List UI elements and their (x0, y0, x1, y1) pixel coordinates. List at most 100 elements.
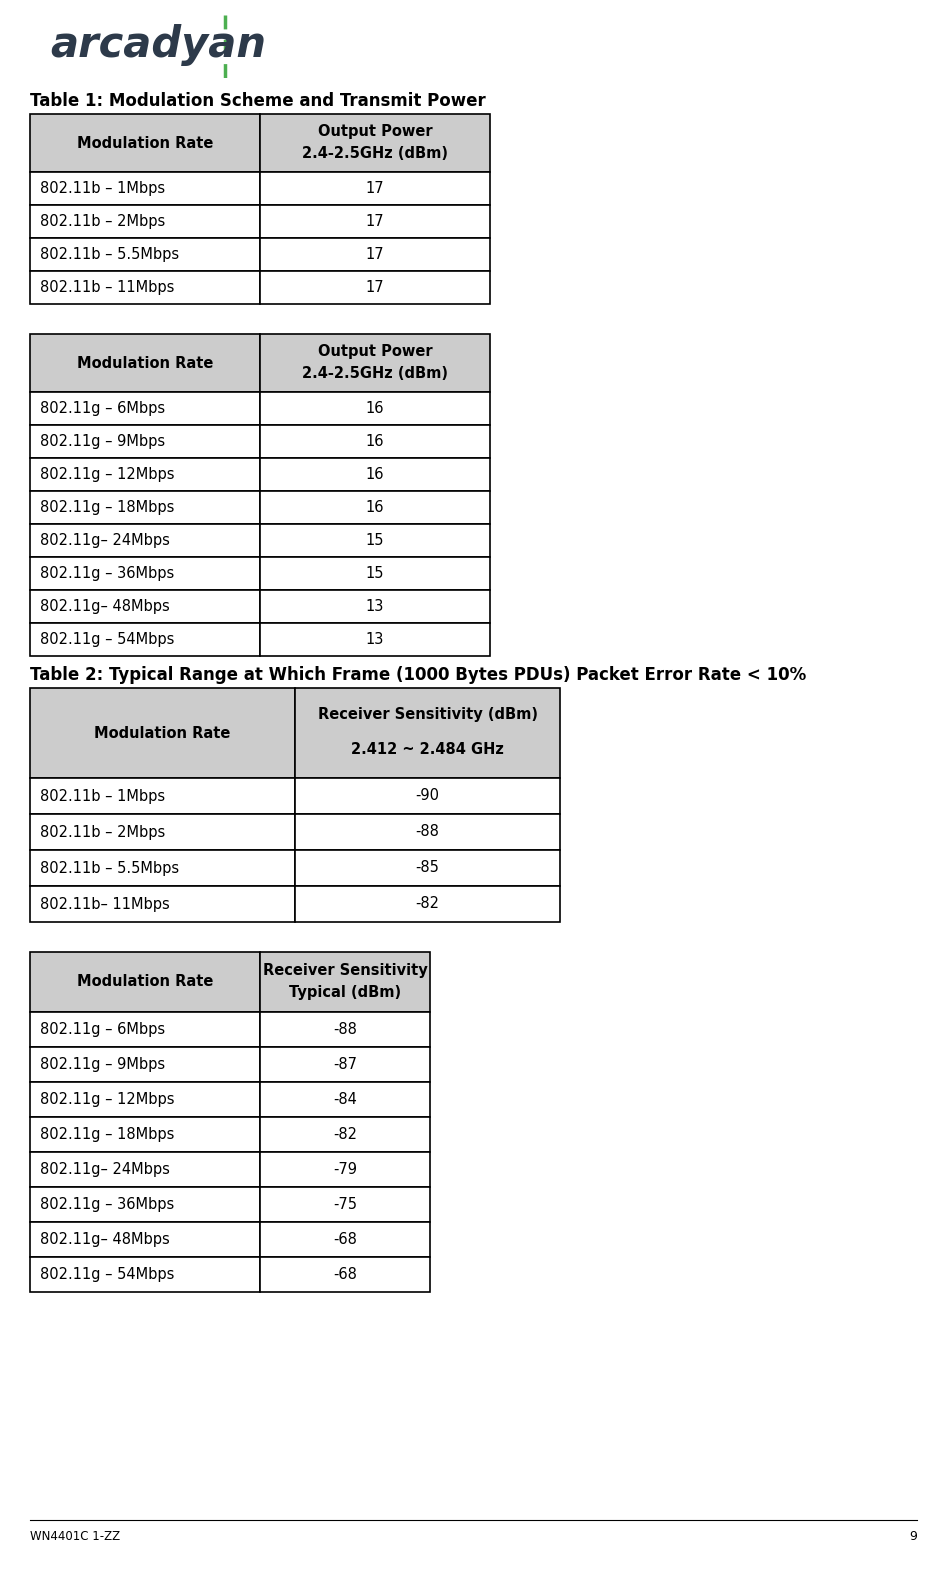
Text: Receiver Sensitivity: Receiver Sensitivity (262, 962, 427, 978)
Text: 2.412 ~ 2.484 GHz: 2.412 ~ 2.484 GHz (351, 742, 504, 756)
Bar (30, 424, 260, 457)
Text: 17: 17 (366, 280, 384, 296)
Text: -85: -85 (416, 860, 439, 876)
Bar (260, 523, 490, 556)
Text: Modulation Rate: Modulation Rate (77, 135, 213, 151)
Bar (30, 1221, 260, 1258)
Bar (260, 1082, 430, 1118)
Bar (30, 1258, 260, 1292)
Bar (295, 689, 560, 778)
Bar (30, 270, 260, 303)
Bar (260, 1012, 430, 1047)
Text: 802.11g – 18Mbps: 802.11g – 18Mbps (40, 1127, 174, 1141)
Text: -84: -84 (333, 1093, 357, 1107)
Text: 802.11b – 5.5Mbps: 802.11b – 5.5Mbps (40, 247, 179, 263)
Bar (30, 115, 260, 171)
Bar (260, 391, 490, 424)
Bar (260, 1258, 430, 1292)
Bar (260, 171, 490, 204)
Text: 802.11b– 11Mbps: 802.11b– 11Mbps (40, 896, 170, 912)
Text: -75: -75 (333, 1196, 357, 1212)
Text: 2.4-2.5GHz (dBm): 2.4-2.5GHz (dBm) (302, 366, 448, 380)
Text: Output Power: Output Power (317, 124, 433, 138)
Text: 15: 15 (366, 533, 384, 549)
Text: 17: 17 (366, 247, 384, 263)
Text: 802.11b – 2Mbps: 802.11b – 2Mbps (40, 824, 165, 839)
Text: -79: -79 (333, 1162, 357, 1177)
Text: 802.11b – 11Mbps: 802.11b – 11Mbps (40, 280, 174, 296)
Bar (30, 689, 295, 778)
Bar (30, 523, 260, 556)
Text: Table 1: Modulation Scheme and Transmit Power: Table 1: Modulation Scheme and Transmit … (30, 93, 486, 110)
Text: -82: -82 (416, 896, 439, 912)
Bar (30, 778, 295, 814)
Bar (295, 850, 560, 887)
Bar (30, 457, 260, 490)
Bar (30, 953, 260, 1012)
Text: 13: 13 (366, 632, 384, 648)
Bar (260, 1221, 430, 1258)
Text: -88: -88 (416, 824, 439, 839)
Text: 802.11g – 9Mbps: 802.11g – 9Mbps (40, 434, 165, 450)
Text: 17: 17 (366, 181, 384, 196)
Text: 16: 16 (366, 500, 384, 516)
Bar (30, 814, 295, 850)
Bar (260, 270, 490, 303)
Bar (30, 391, 260, 424)
Bar (260, 556, 490, 590)
Text: 802.11g – 6Mbps: 802.11g – 6Mbps (40, 1022, 165, 1038)
Text: 802.11g– 24Mbps: 802.11g– 24Mbps (40, 1162, 170, 1177)
Text: Typical (dBm): Typical (dBm) (289, 986, 402, 1000)
Text: 16: 16 (366, 401, 384, 417)
Text: 802.11b – 2Mbps: 802.11b – 2Mbps (40, 214, 165, 230)
Bar (295, 814, 560, 850)
Text: 802.11g– 24Mbps: 802.11g– 24Mbps (40, 533, 170, 549)
Text: 802.11b – 5.5Mbps: 802.11b – 5.5Mbps (40, 860, 179, 876)
Text: 2.4-2.5GHz (dBm): 2.4-2.5GHz (dBm) (302, 146, 448, 160)
Text: -68: -68 (333, 1267, 357, 1283)
Text: 17: 17 (366, 214, 384, 230)
Text: 16: 16 (366, 434, 384, 450)
Text: 802.11g – 54Mbps: 802.11g – 54Mbps (40, 632, 174, 648)
Bar (260, 1118, 430, 1152)
Text: 802.11b – 1Mbps: 802.11b – 1Mbps (40, 789, 165, 803)
Bar (30, 171, 260, 204)
Text: Modulation Rate: Modulation Rate (95, 726, 231, 740)
Bar (30, 204, 260, 237)
Bar (260, 490, 490, 523)
Text: 9: 9 (909, 1530, 917, 1544)
Text: Table 2: Typical Range at Which Frame (1000 Bytes PDUs) Packet Error Rate < 10%: Table 2: Typical Range at Which Frame (1… (30, 667, 806, 684)
Bar (30, 1187, 260, 1221)
Text: 802.11g – 6Mbps: 802.11g – 6Mbps (40, 401, 165, 417)
Text: 802.11g – 54Mbps: 802.11g – 54Mbps (40, 1267, 174, 1283)
Bar (30, 850, 295, 887)
Bar (260, 1187, 430, 1221)
Bar (30, 1012, 260, 1047)
Text: -68: -68 (333, 1232, 357, 1247)
Text: 802.11g – 18Mbps: 802.11g – 18Mbps (40, 500, 174, 516)
Bar (30, 490, 260, 523)
Bar (30, 1082, 260, 1118)
Bar (30, 237, 260, 270)
Text: Receiver Sensitivity (dBm): Receiver Sensitivity (dBm) (317, 707, 538, 723)
Text: Modulation Rate: Modulation Rate (77, 355, 213, 371)
Bar (260, 237, 490, 270)
Bar (30, 1118, 260, 1152)
Text: 802.11b – 1Mbps: 802.11b – 1Mbps (40, 181, 165, 196)
Text: 802.11g – 12Mbps: 802.11g – 12Mbps (40, 1093, 174, 1107)
Bar (260, 623, 490, 656)
Text: -88: -88 (333, 1022, 357, 1038)
Bar (260, 457, 490, 490)
Text: WN4401C 1-ZZ: WN4401C 1-ZZ (30, 1530, 120, 1544)
Text: -90: -90 (416, 789, 439, 803)
Bar (30, 623, 260, 656)
Bar (30, 333, 260, 391)
Bar (295, 778, 560, 814)
Bar (30, 556, 260, 590)
Bar (260, 953, 430, 1012)
Text: 15: 15 (366, 566, 384, 582)
Bar (260, 115, 490, 171)
Text: 16: 16 (366, 467, 384, 483)
Text: 13: 13 (366, 599, 384, 615)
Text: Output Power: Output Power (317, 344, 433, 358)
